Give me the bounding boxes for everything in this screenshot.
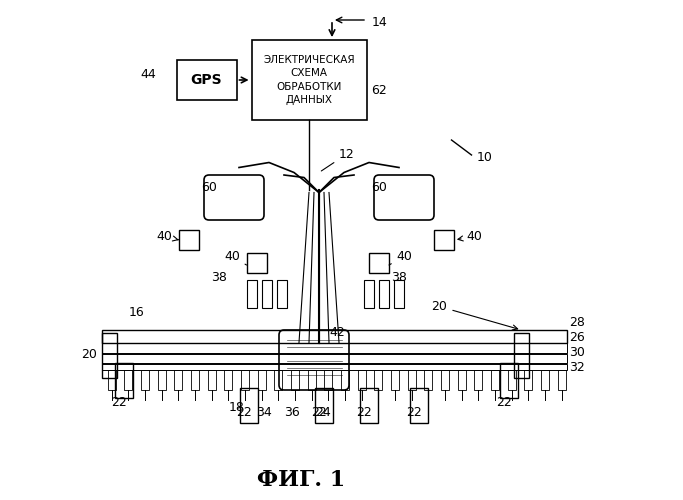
Bar [424,370,432,390]
Bar [115,362,133,398]
Bar [474,370,482,390]
Bar [247,280,257,307]
Bar [251,40,367,120]
Bar [557,370,566,390]
Bar [102,332,117,378]
Text: 42: 42 [329,326,345,339]
Bar [141,370,149,390]
Text: 22: 22 [496,396,512,409]
Bar [374,370,382,390]
Bar [357,370,365,390]
Bar [341,370,349,390]
Text: 22: 22 [406,406,422,419]
Text: 14: 14 [372,16,388,29]
Bar [291,370,299,390]
Text: 40: 40 [389,250,413,265]
Bar [102,364,566,370]
Bar [391,370,399,390]
Bar [124,370,133,390]
Text: 44: 44 [141,68,156,82]
Bar [240,388,258,422]
Bar [507,370,516,390]
Text: 22: 22 [111,396,127,409]
Bar [274,370,282,390]
Text: 20: 20 [432,300,518,330]
Bar [176,60,236,100]
Bar [458,370,466,390]
Bar [394,280,404,307]
Bar [102,354,566,362]
Text: 16: 16 [128,306,144,319]
Bar [500,362,518,398]
Bar [191,370,199,390]
Bar [514,332,529,378]
Bar [434,230,454,250]
Bar [277,280,286,307]
Text: 60: 60 [371,181,387,194]
Text: 38: 38 [211,271,227,284]
Text: 12: 12 [321,148,354,171]
Bar [524,370,532,390]
Bar [102,342,566,352]
Bar [158,370,165,390]
Bar [257,370,266,390]
Bar [379,280,389,307]
Bar [179,230,199,250]
Bar [324,370,332,390]
Text: 40: 40 [224,250,247,265]
Text: 10: 10 [477,151,492,164]
Text: 34: 34 [256,406,272,419]
Text: ЭЛЕКТРИЧЕСКАЯ
СХЕМА
ОБРАБОТКИ
ДАННЫХ: ЭЛЕКТРИЧЕСКАЯ СХЕМА ОБРАБОТКИ ДАННЫХ [263,55,354,105]
Text: 22: 22 [236,406,252,419]
Bar [107,370,115,390]
Text: 60: 60 [201,181,217,194]
Text: 22: 22 [311,406,327,419]
Text: 36: 36 [283,406,299,419]
Bar [441,370,449,390]
Text: 26: 26 [569,331,585,344]
Text: 20: 20 [81,348,96,362]
Text: 22: 22 [356,406,372,419]
Text: 38: 38 [391,271,407,284]
Bar [364,280,374,307]
Bar [241,370,249,390]
Bar [262,280,272,307]
Text: 18: 18 [229,401,245,414]
Bar [315,388,333,422]
Text: 24: 24 [315,406,331,419]
Text: 40: 40 [458,230,482,243]
Text: ФИГ. 1: ФИГ. 1 [257,469,346,491]
Text: 28: 28 [569,316,585,329]
Bar [307,370,316,390]
Bar [208,370,216,390]
Bar [247,252,266,272]
Text: 32: 32 [569,361,585,374]
Bar [102,330,566,342]
Text: 40: 40 [156,230,178,243]
Bar [224,370,232,390]
Bar [360,388,378,422]
Bar [174,370,182,390]
Text: GPS: GPS [191,73,222,87]
Text: 62: 62 [372,84,387,96]
Bar [491,370,499,390]
Bar [369,252,389,272]
Text: 30: 30 [569,346,585,359]
Bar [541,370,549,390]
Bar [410,388,428,422]
Bar [408,370,415,390]
